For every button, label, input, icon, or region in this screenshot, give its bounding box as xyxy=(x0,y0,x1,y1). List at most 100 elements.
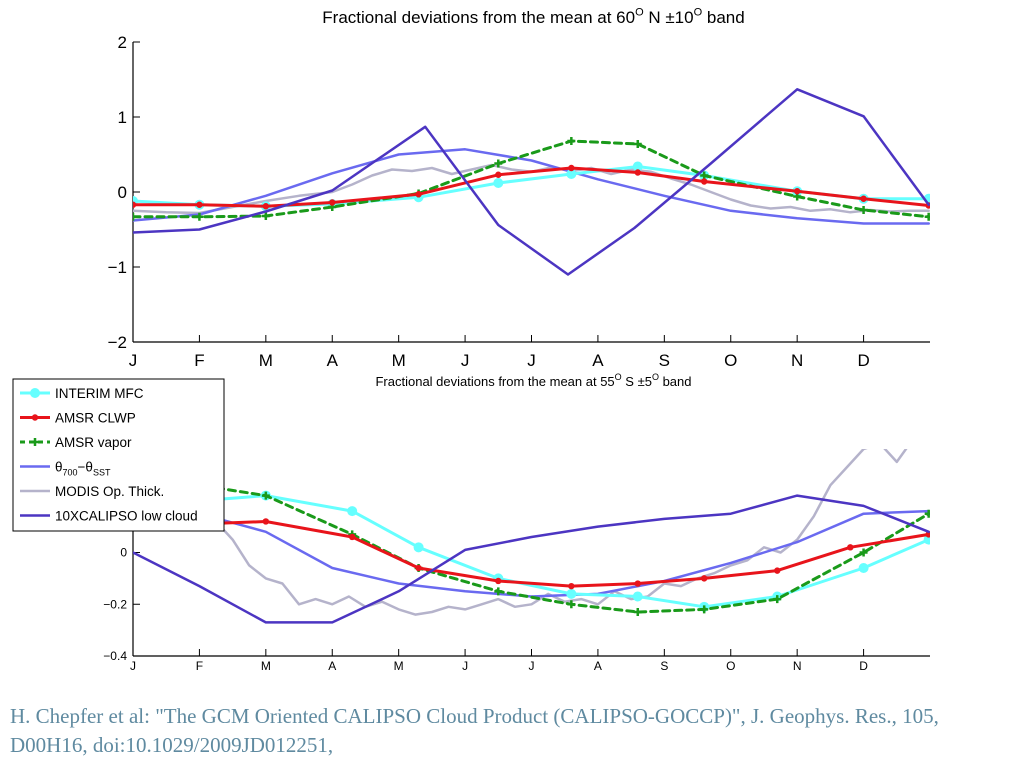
x-tick-label: M xyxy=(392,351,406,370)
data-point-amsr_clwp xyxy=(568,582,575,590)
data-point-interim xyxy=(566,588,577,599)
series-line-amsr_vapor xyxy=(133,483,930,614)
data-point-amsr_vapor xyxy=(494,587,503,596)
data-point-amsr_vapor xyxy=(859,548,868,557)
series-line-interim xyxy=(133,488,930,609)
legend-label: MODIS Op. Thick. xyxy=(55,484,164,499)
y-tick-label: −0.4 xyxy=(103,649,127,663)
x-tick-label: A xyxy=(594,659,602,673)
data-point-amsr_clwp xyxy=(568,164,575,172)
data-point-amsr_clwp xyxy=(495,171,502,178)
data-point-interim xyxy=(493,178,504,188)
legend-marker xyxy=(31,414,39,421)
data-point-amsr_clwp xyxy=(196,201,203,208)
data-point-amsr_vapor xyxy=(261,491,270,500)
data-point-amsr_clwp xyxy=(329,199,336,206)
data-point-amsr_vapor xyxy=(567,600,576,609)
data-point-amsr_vapor xyxy=(633,608,642,617)
series-line-amsr_clwp xyxy=(133,166,930,208)
legend-label: AMSR CLWP xyxy=(55,411,136,426)
data-point-amsr_vapor xyxy=(567,137,576,145)
x-tick-label: M xyxy=(394,659,404,673)
x-tick-label: D xyxy=(857,351,869,370)
x-tick-label: J xyxy=(527,351,536,370)
data-point-amsr_vapor xyxy=(773,595,782,604)
data-point-amsr_clwp xyxy=(700,178,708,185)
data-point-interim xyxy=(632,161,643,172)
x-tick-label: N xyxy=(791,351,803,370)
x-tick-label: D xyxy=(859,659,868,673)
bottom-panel-55s: Fractional deviations from the mean at 5… xyxy=(103,372,930,673)
x-tick-label: A xyxy=(327,351,339,370)
figure-canvas: Fractional deviations from the mean at 6… xyxy=(12,6,930,673)
data-point-amsr_clwp xyxy=(415,564,422,572)
x-tick-label: O xyxy=(724,351,737,370)
data-point-amsr_clwp xyxy=(774,567,781,574)
y-tick-label: 2 xyxy=(118,33,127,52)
data-point-amsr_vapor xyxy=(133,212,137,221)
data-point-amsr_clwp xyxy=(700,575,708,582)
data-point-amsr_clwp xyxy=(860,195,867,202)
data-point-amsr_clwp xyxy=(262,518,270,525)
legend-box xyxy=(12,378,225,532)
x-tick-label: O xyxy=(726,659,735,673)
legend-label: 10XCALIPSO low cloud xyxy=(55,509,198,524)
data-point-interim xyxy=(632,591,643,602)
x-tick-label: M xyxy=(261,659,271,673)
y-tick-label: 0 xyxy=(120,546,127,560)
y-tick-label: −1 xyxy=(108,258,127,277)
data-point-amsr_clwp xyxy=(634,580,641,587)
data-point-interim xyxy=(858,563,869,574)
y-tick-label: −0.2 xyxy=(103,597,127,611)
x-tick-label: J xyxy=(461,351,470,370)
x-tick-label: F xyxy=(194,351,204,370)
chart-title: Fractional deviations from the mean at 5… xyxy=(375,372,691,389)
data-point-amsr_vapor xyxy=(700,171,709,180)
data-point-amsr_clwp xyxy=(793,188,801,195)
data-point-amsr_vapor xyxy=(924,509,930,518)
legend-label: AMSR vapor xyxy=(55,435,132,450)
series-line-amsr_vapor xyxy=(133,139,930,219)
series-group xyxy=(133,88,930,276)
data-point-amsr_clwp xyxy=(348,533,356,541)
legend-label: θ700−θSST xyxy=(55,460,111,478)
data-point-amsr_vapor xyxy=(195,212,204,221)
x-tick-label: S xyxy=(660,659,668,673)
x-tick-label: M xyxy=(259,351,273,370)
data-point-amsr_clwp xyxy=(415,191,422,198)
data-point-amsr_clwp xyxy=(262,203,270,210)
series-line-calipso xyxy=(133,494,930,624)
x-tick-label: A xyxy=(592,351,604,370)
legend-marker xyxy=(30,388,40,398)
data-point-amsr_clwp xyxy=(634,169,641,176)
x-tick-label: F xyxy=(196,659,203,673)
series-group xyxy=(133,449,930,624)
chart-title: Fractional deviations from the mean at 6… xyxy=(322,6,744,27)
top-panel-60n: Fractional deviations from the mean at 6… xyxy=(108,6,930,370)
x-tick-label: N xyxy=(793,659,802,673)
data-point-amsr_vapor xyxy=(859,206,868,214)
x-tick-label: S xyxy=(659,351,670,370)
x-tick-label: A xyxy=(328,659,336,673)
data-point-amsr_clwp xyxy=(847,544,854,551)
data-point-interim xyxy=(413,542,424,553)
legend-label: INTERIM MFC xyxy=(55,386,144,401)
data-point-amsr_vapor xyxy=(494,159,503,168)
data-point-amsr_vapor xyxy=(700,605,709,614)
series-line-theta xyxy=(133,148,930,225)
data-point-amsr_clwp xyxy=(133,201,137,208)
x-tick-label: J xyxy=(130,659,136,673)
series-line-calipso xyxy=(133,88,930,276)
series-line-modis xyxy=(133,449,908,616)
x-tick-label: J xyxy=(529,659,535,673)
legend-marker xyxy=(31,438,39,446)
data-point-interim xyxy=(566,169,577,179)
data-point-amsr_vapor xyxy=(633,140,642,148)
data-point-amsr_vapor xyxy=(924,212,930,221)
data-point-amsr_vapor xyxy=(261,212,270,220)
y-tick-label: 1 xyxy=(118,108,127,127)
data-point-amsr_clwp xyxy=(495,577,502,585)
legend: INTERIM MFC AMSR CLWP AMSR vapor θ700−θSST M… xyxy=(12,378,225,532)
x-tick-label: J xyxy=(129,351,138,370)
series-line-amsr_clwp xyxy=(133,520,930,588)
